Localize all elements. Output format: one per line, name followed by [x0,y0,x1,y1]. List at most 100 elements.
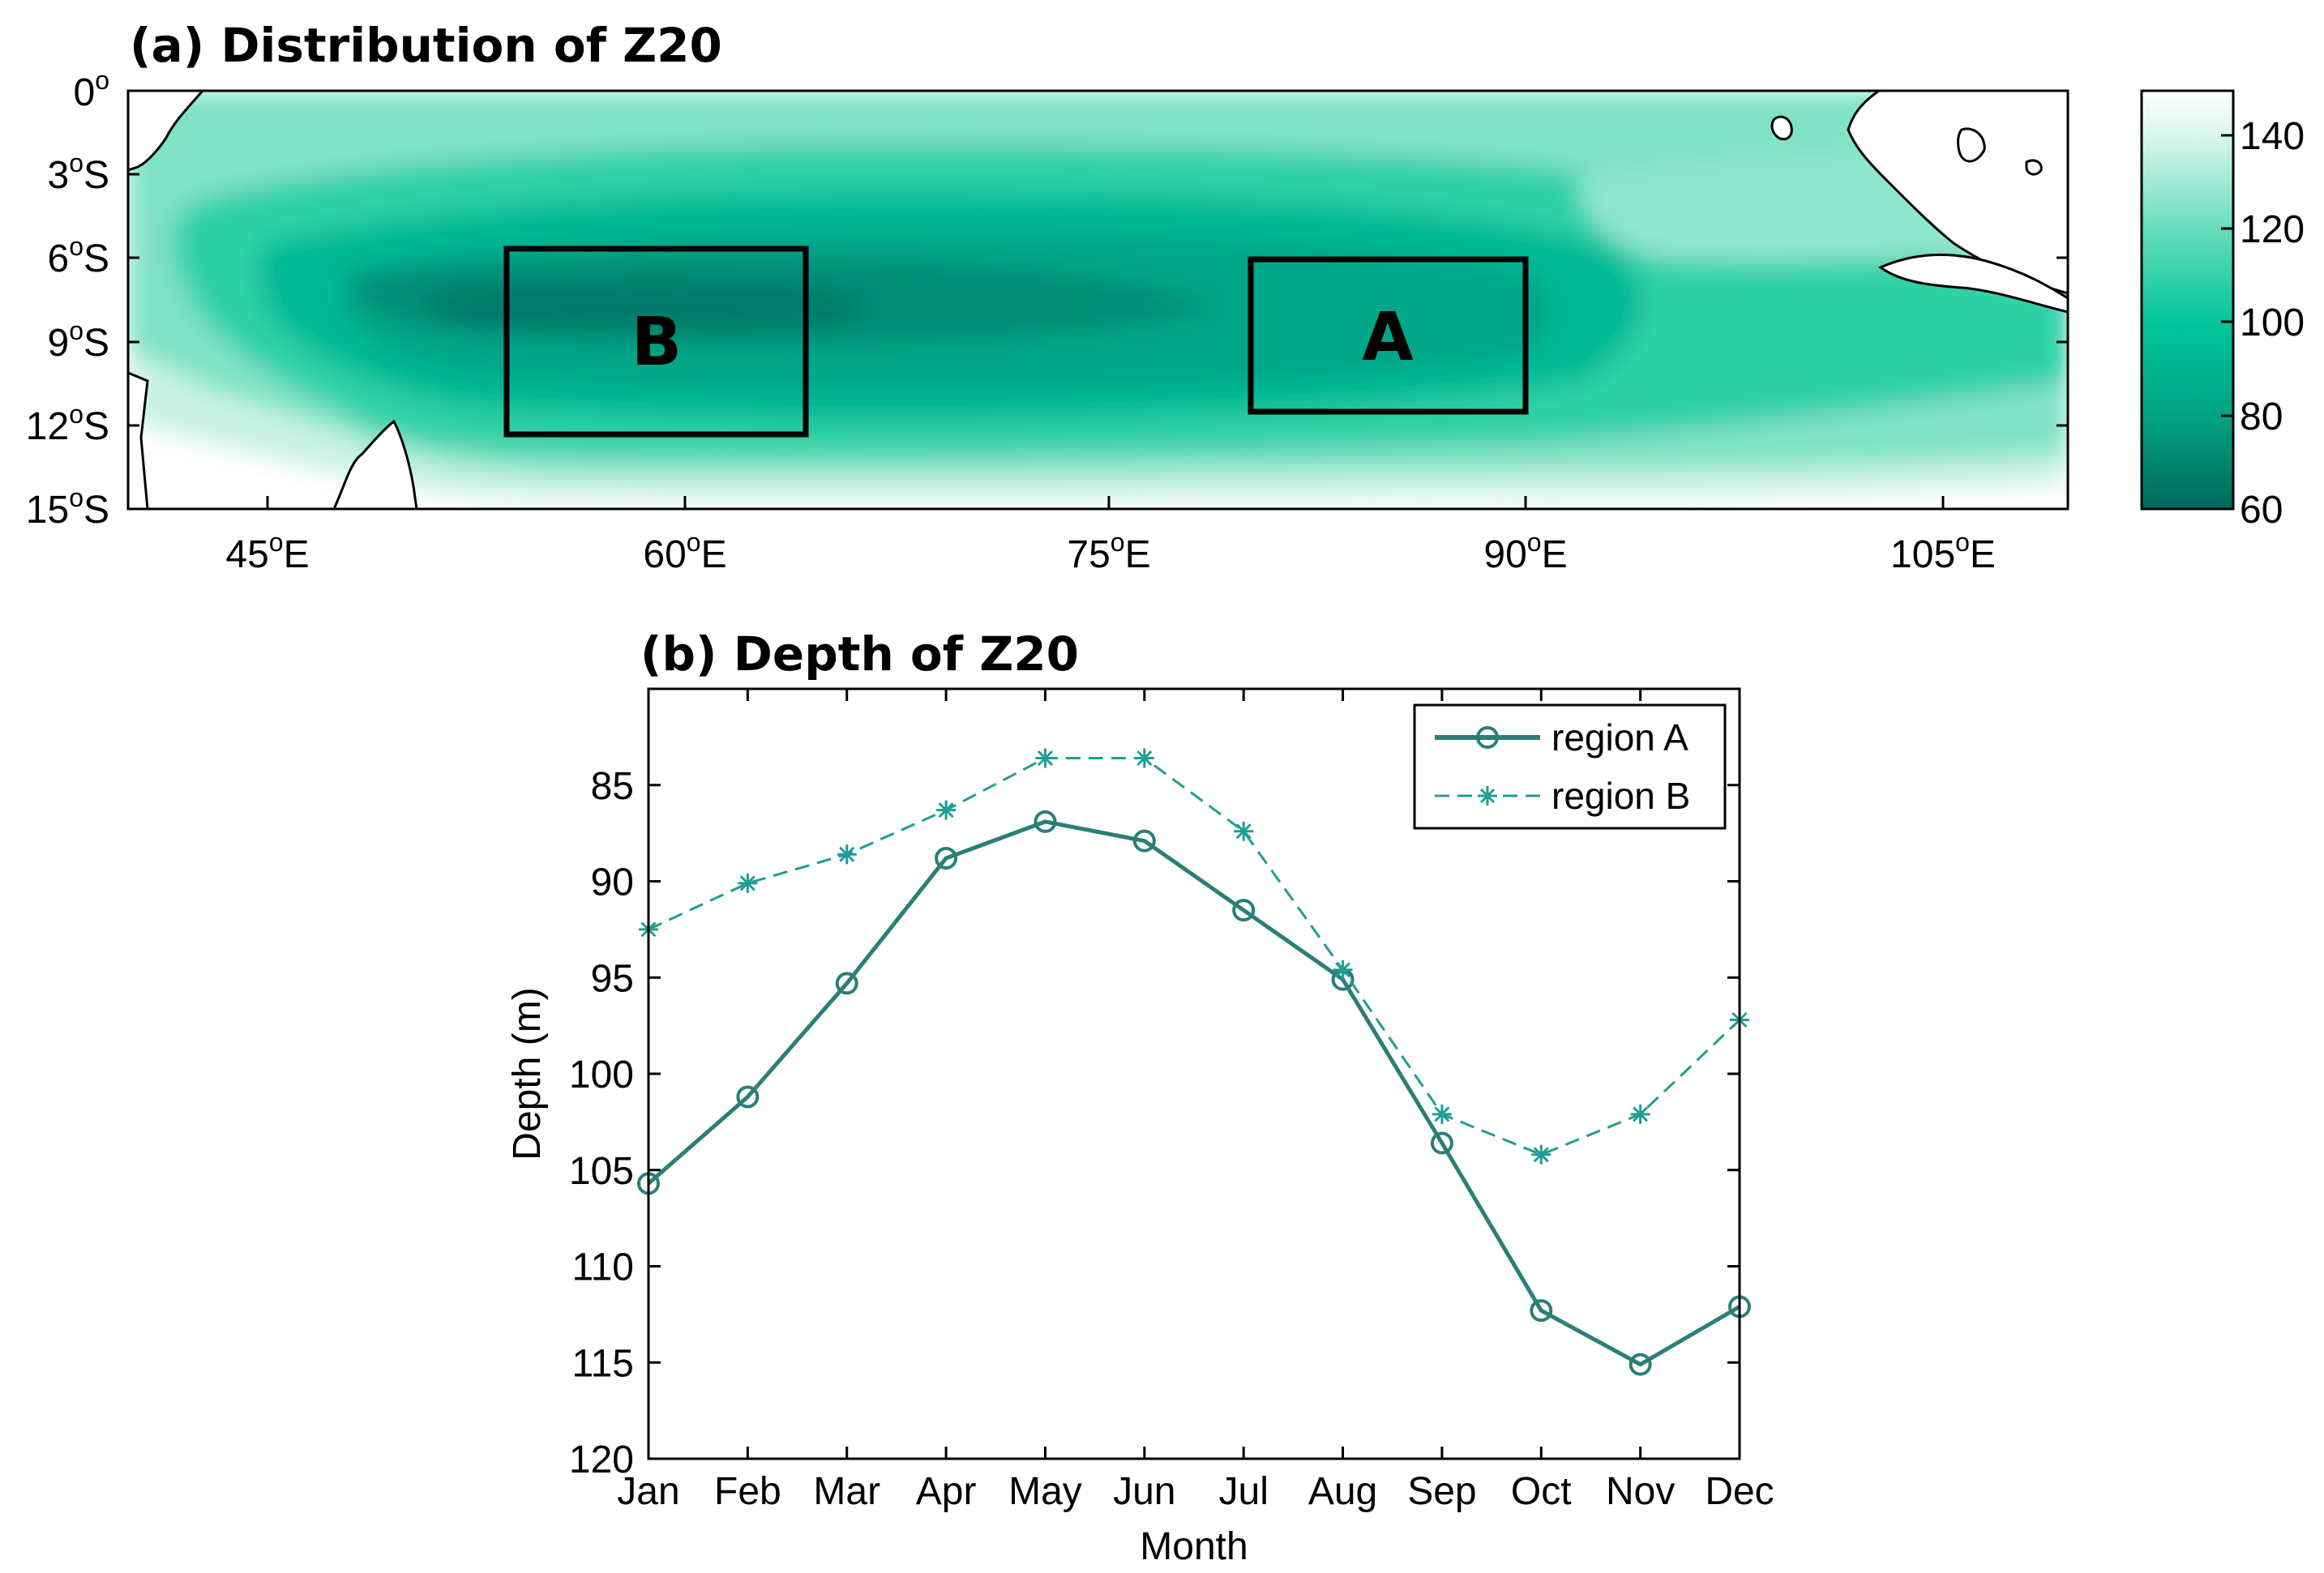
legend-marker-star [1478,786,1497,806]
data-point-region-a [1034,810,1057,833]
data-point-region-a [1530,1299,1553,1323]
coastlines [128,91,2068,509]
map-y-tick-label-6s: 6oS [47,232,109,280]
map-x-tick-label-60e: 60oE [643,528,726,576]
data-point-region-a [736,1085,760,1109]
x-tick-label: Jun [1113,1470,1175,1513]
line-chart-series [637,748,1751,1376]
y-tick-label: 95 [591,957,634,1000]
colorbar: 140 120 100 80 60 [2140,89,2305,532]
map-y-tick: 12oS [26,400,2068,448]
map-x-tick: 60oE [643,496,727,576]
map-y-tick-label-12s: 12oS [26,400,109,448]
x-tick-label: Mar [813,1470,880,1513]
legend-label-region-a: region A [1551,716,1688,759]
colorbar-tick-label-60: 60 [2240,489,2283,532]
colorbar-tick-label-80: 80 [2240,395,2283,438]
y-tick-label: 120 [569,1438,634,1481]
data-point-region-a [1430,1131,1453,1155]
data-point-region-b [1630,1104,1650,1124]
map-x-tick-label-90e: 90oE [1483,528,1567,576]
legend-label-region-b: region B [1551,775,1690,817]
map-x-tick: 75oE [1067,496,1151,576]
z20-contour-level-7 [426,282,867,331]
data-point-region-b [837,844,857,865]
madagascar-coast [332,419,418,509]
map-y-tick: 3oS [47,148,139,197]
x-tick-label: Apr [916,1470,977,1513]
data-point-region-b [1234,821,1254,841]
map-x-tick-label-45e: 45oE [225,528,309,576]
map-x-tick-label-75e: 75oE [1067,528,1150,576]
legend-box [1413,703,1727,830]
map-y-tick-label-0: 0o [74,66,110,114]
map-y-axis: 0o 3oS 6oS 9oS 12oS 15oS [26,66,2068,532]
x-axis-label: Month [1140,1525,1248,1568]
data-point-region-b [1035,748,1055,768]
data-point-region-a [935,847,958,870]
map-y-tick-label-15s: 15oS [26,483,109,532]
panel-a-title: (a) Distribution of Z20 [130,18,722,73]
region-a-label: A [1362,299,1414,376]
x-tick-label: Oct [1511,1470,1572,1513]
y-tick-label: 105 [569,1150,634,1193]
line-chart-frame [647,687,1741,1460]
island-east [2025,159,2043,176]
y-tick-label: 100 [569,1054,634,1096]
x-tick-label: Jul [1219,1470,1269,1513]
series-line-region-a [647,819,1741,1367]
y-tick-label: 90 [591,861,634,904]
data-point-region-b [738,873,758,893]
data-point-region-a [1232,899,1256,922]
data-point-region-a [1132,829,1156,853]
map-y-tick: 0o [74,66,110,114]
legend-marker-circle [1476,726,1499,749]
legend-item-region-b: region B [1435,775,1690,817]
island-west-sumatra [1957,127,1986,163]
map-x-axis: 45oE 60oE 75oE 90oE 105oE [225,496,1996,576]
region-b-label: B [631,304,683,381]
x-tick-label: Nov [1606,1470,1675,1513]
map-frame [126,89,2069,511]
africa-coast-south [128,371,149,509]
legend-item-region-a: region A [1435,716,1688,759]
island-northwest [1770,115,1793,141]
x-tick-label: Feb [714,1470,781,1513]
java-coast [1878,253,2068,314]
region-a-box [1248,256,1529,415]
y-tick-label: 85 [591,765,634,808]
panel-b-title: (b) Depth of Z20 [640,626,1079,682]
data-point-region-b [1134,748,1154,768]
africa-coast-north [128,91,204,172]
colorbar-tick-label-140: 140 [2240,115,2305,158]
x-tick-label: Dec [1705,1470,1774,1513]
data-point-region-a [835,972,858,995]
x-tick-label: May [1008,1470,1082,1513]
series-line-region-b [648,757,1741,1156]
x-tick-label: Aug [1308,1470,1377,1513]
data-point-region-b [936,800,957,820]
region-boxes: B A [503,246,1529,438]
map-x-tick: 90oE [1483,496,1568,576]
map-y-tick: 6oS [47,232,2068,280]
data-point-region-a [1629,1353,1652,1376]
data-point-region-b [1333,960,1353,980]
map-y-tick-label-9s: 9oS [47,316,109,365]
colorbar-scale [2140,89,2235,511]
map-y-tick: 9oS [47,316,2068,365]
colorbar-tick-label-120: 120 [2240,208,2305,251]
map-x-tick: 45oE [225,496,310,576]
map-x-tick: 105oE [1890,496,1996,576]
z20-heatmap [128,91,2068,509]
colorbar-tick-label-100: 100 [2240,301,2305,344]
y-tick-label: 115 [571,1342,634,1385]
map-x-tick-label-105e: 105oE [1890,528,1996,576]
y-tick-label: 110 [571,1246,634,1289]
map-y-tick: 15oS [26,483,109,532]
legend: region A region B [1413,703,1727,830]
data-point-region-b [1432,1104,1452,1124]
x-tick-label: Sep [1407,1470,1476,1513]
